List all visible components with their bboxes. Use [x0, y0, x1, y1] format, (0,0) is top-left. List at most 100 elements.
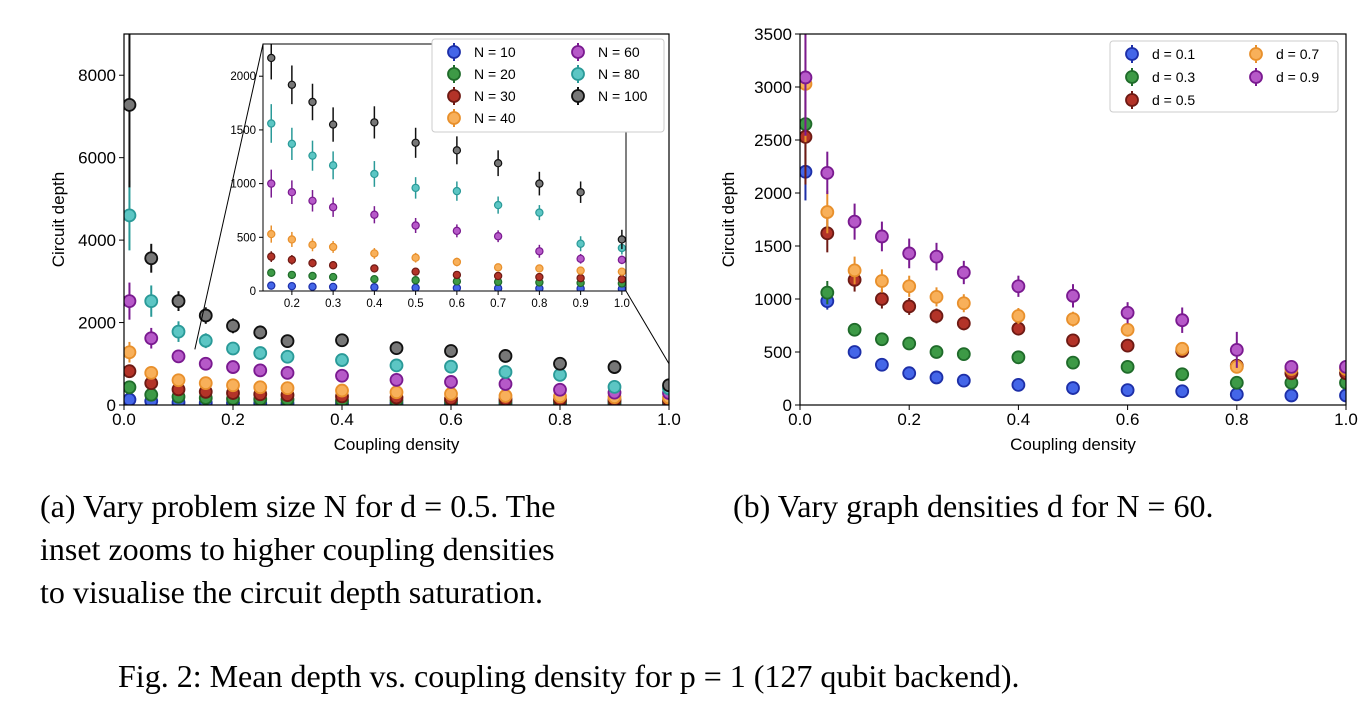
inset-x-tick-label: 0.7 — [490, 298, 506, 310]
data-point — [1120, 383, 1135, 398]
y-tick-label: 2000 — [754, 184, 792, 203]
inset-y-tick-label: 2000 — [230, 71, 256, 83]
data-point — [800, 70, 813, 85]
data-point — [452, 146, 462, 155]
caption-b: (b) Vary graph densities d for N = 60. — [733, 485, 1213, 528]
data-point — [370, 118, 379, 127]
data-point — [226, 360, 240, 374]
data-point — [328, 282, 338, 291]
legend-item: d = 0.9 — [1249, 68, 1319, 86]
inset-x-tick-label: 0.6 — [449, 298, 465, 310]
data-point — [956, 296, 971, 311]
data-point — [1175, 341, 1190, 356]
data-point — [370, 210, 379, 219]
data-point — [144, 251, 159, 266]
y-axis-label: Circuit depth — [49, 172, 68, 267]
data-point — [267, 268, 276, 277]
legend-label: d = 0.7 — [1276, 46, 1319, 62]
data-point — [171, 349, 186, 364]
legend-item: d = 0.5 — [1125, 91, 1195, 109]
legend-item: d = 0.1 — [1125, 45, 1195, 63]
data-point — [1339, 388, 1346, 403]
data-point — [280, 365, 295, 380]
data-point — [1011, 321, 1026, 336]
data-point — [144, 331, 159, 346]
data-point — [171, 324, 186, 339]
caption-a-line-3: to visualise the circuit depth saturatio… — [40, 574, 543, 610]
legend-box — [431, 38, 665, 133]
legend-label: d = 0.5 — [1152, 92, 1195, 108]
data-point — [452, 270, 462, 280]
data-point — [535, 272, 544, 282]
legend-item: N = 10 — [447, 43, 516, 61]
data-point — [144, 387, 159, 402]
data-point — [370, 249, 379, 258]
data-point — [956, 373, 971, 388]
data-point — [576, 266, 585, 275]
data-point — [1229, 342, 1244, 357]
data-point — [617, 267, 626, 276]
data-point — [1011, 377, 1026, 392]
data-point — [617, 235, 626, 244]
data-point — [1120, 359, 1135, 374]
data-point — [124, 98, 137, 112]
legend-label: N = 10 — [474, 44, 516, 60]
y-tick-label: 500 — [764, 343, 792, 362]
data-point — [956, 265, 971, 280]
data-point — [171, 294, 186, 309]
y-axis-label: Circuit depth — [719, 172, 738, 267]
data-point — [280, 381, 295, 395]
data-point — [875, 357, 889, 372]
data-point — [493, 200, 503, 210]
data-point — [1175, 367, 1190, 382]
data-point — [253, 325, 268, 340]
data-point — [370, 264, 379, 273]
x-tick-label: 0.4 — [330, 410, 354, 429]
data-point — [287, 80, 297, 90]
data-point — [280, 349, 295, 364]
data-point — [328, 242, 338, 252]
data-layer — [124, 34, 669, 405]
x-tick-label: 0.2 — [221, 410, 245, 429]
plot-frame — [799, 33, 1347, 406]
data-point — [617, 255, 626, 265]
data-point — [389, 385, 404, 400]
series-d-0-9 — [800, 34, 1346, 374]
data-point — [1175, 384, 1190, 399]
data-point — [875, 332, 889, 347]
y-tick-label: 2500 — [754, 131, 792, 150]
legend-label: N = 100 — [598, 88, 648, 104]
x-tick-label: 0.0 — [788, 410, 812, 429]
legend-label: d = 0.3 — [1152, 69, 1195, 85]
data-point — [370, 169, 379, 179]
legend-marker — [1125, 70, 1139, 84]
data-point — [1066, 381, 1080, 395]
data-point — [498, 377, 513, 391]
data-point — [287, 270, 297, 280]
data-point — [267, 179, 276, 188]
data-point — [1284, 359, 1299, 374]
data-point — [335, 353, 349, 367]
data-point — [267, 119, 276, 128]
data-point — [820, 285, 835, 300]
inset-connector — [625, 290, 670, 365]
plot-frame — [123, 33, 670, 406]
data-point — [328, 272, 338, 282]
inset-series — [267, 44, 626, 250]
data-point — [1066, 312, 1080, 327]
data-point — [576, 239, 585, 248]
data-point — [576, 273, 585, 283]
legend-item: N = 100 — [571, 87, 648, 105]
data-point — [328, 261, 338, 270]
x-tick-label: 0.0 — [112, 410, 136, 429]
chart-a: 0.0 0.2 0.4 0.6 0.8 1.0 0 2000 4000 6000 8000 Coupl… — [49, 33, 681, 454]
data-point — [308, 240, 317, 250]
inset-series — [267, 251, 626, 284]
data-point — [553, 356, 567, 371]
y-tick-label: 2000 — [78, 314, 116, 333]
data-point — [124, 364, 137, 379]
data-point — [498, 389, 513, 403]
data-point — [308, 196, 317, 205]
legend-marker — [447, 111, 461, 125]
data-point — [1175, 313, 1190, 328]
